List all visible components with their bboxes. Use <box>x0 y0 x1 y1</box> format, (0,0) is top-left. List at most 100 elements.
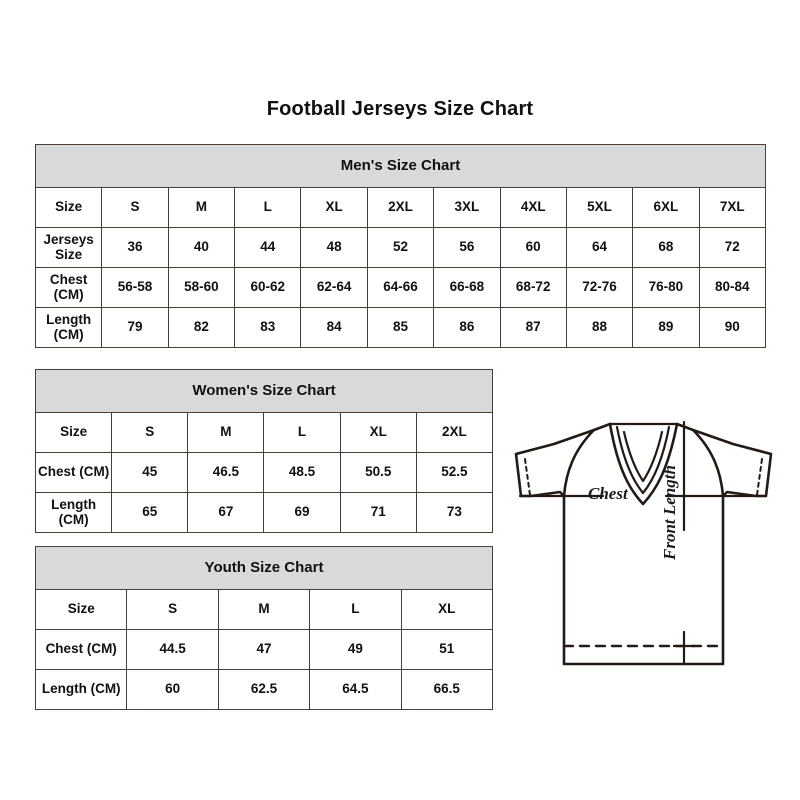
table-cell: 48.5 <box>263 452 341 493</box>
table-cell: 69 <box>263 492 341 533</box>
front-length-measurement-label: Front Length <box>660 465 679 560</box>
row-label: Chest (CM) <box>34 629 128 670</box>
table-cell: 6XL <box>632 187 700 228</box>
table-cell: 3XL <box>433 187 501 228</box>
table-row: Size S M L XL 2XL 3XL 4XL 5XL 6XL 7XL <box>34 187 767 228</box>
table-cell: 72-76 <box>565 267 634 308</box>
table-cell: 90 <box>698 307 767 348</box>
table-cell: 44 <box>234 227 302 268</box>
row-label: Jerseys Size <box>34 227 103 268</box>
table-cell: L <box>309 589 402 630</box>
table-cell: 7XL <box>698 187 767 228</box>
table-cell: 65 <box>111 492 189 533</box>
table-cell: 67 <box>187 492 265 533</box>
tshirt-vneck-icon <box>498 392 788 692</box>
table-row: Length (CM) 60 62.5 64.5 66.5 <box>34 669 494 710</box>
table-cell: 60-62 <box>234 267 302 308</box>
table-cell: S <box>101 187 169 228</box>
table-cell: 80-84 <box>698 267 767 308</box>
table-cell: 86 <box>433 307 501 348</box>
table-cell: XL <box>400 589 494 630</box>
table-cell: 84 <box>300 307 368 348</box>
row-label: Chest (CM) <box>34 267 103 308</box>
row-label: Chest (CM) <box>34 452 113 493</box>
table-cell: 71 <box>339 492 417 533</box>
table-cell: 56-58 <box>101 267 169 308</box>
womens-size-chart-table: Women's Size Chart Size S M L XL 2XL Che… <box>34 369 494 533</box>
table-cell: 45 <box>111 452 189 493</box>
table-caption-row: Women's Size Chart <box>35 369 493 413</box>
table-cell: L <box>263 412 341 453</box>
youth-size-chart-table: Youth Size Chart Size S M L XL Chest (CM… <box>34 546 494 710</box>
table-cell: 73 <box>415 492 494 533</box>
table-cell: 88 <box>565 307 634 348</box>
table-cell: 62.5 <box>217 669 311 710</box>
table-row: Size S M L XL <box>34 589 494 630</box>
table-row: Length (CM) 65 67 69 71 73 <box>34 492 494 533</box>
table-cell: 76-80 <box>632 267 700 308</box>
table-cell: 64.5 <box>309 669 402 710</box>
mens-size-chart-table: Men's Size Chart Size S M L XL 2XL 3XL 4… <box>34 144 767 348</box>
table-cell: 50.5 <box>339 452 417 493</box>
table-cell: 64-66 <box>366 267 435 308</box>
table-cell: 79 <box>101 307 169 348</box>
table-cell: XL <box>339 412 417 453</box>
table-cell: 85 <box>366 307 435 348</box>
table-cell: 60 <box>126 669 219 710</box>
table-cell: S <box>111 412 189 453</box>
table-cell: 2XL <box>415 412 494 453</box>
row-label: Length (CM) <box>34 307 103 348</box>
table-cell: L <box>234 187 302 228</box>
row-label: Size <box>34 412 113 453</box>
table-row: Size S M L XL 2XL <box>34 412 494 453</box>
table-row: Length (CM) 79 82 83 84 85 86 87 88 89 9… <box>34 307 767 348</box>
table-cell: 72 <box>698 227 767 268</box>
table-cell: 66-68 <box>433 267 501 308</box>
page-title: Football Jerseys Size Chart <box>266 98 534 120</box>
table-cell: 52.5 <box>415 452 494 493</box>
row-label: Size <box>34 187 103 228</box>
table-cell: 68-72 <box>499 267 567 308</box>
table-row: Chest (CM) 56-58 58-60 60-62 62-64 64-66… <box>34 267 767 308</box>
table-cell: 2XL <box>366 187 435 228</box>
table-cell: 46.5 <box>187 452 265 493</box>
table-cell: 66.5 <box>400 669 494 710</box>
table-cell: 83 <box>234 307 302 348</box>
table-caption-row: Men's Size Chart <box>35 144 766 188</box>
table-cell: 68 <box>632 227 700 268</box>
table-cell: 48 <box>300 227 368 268</box>
row-label: Length (CM) <box>34 492 113 533</box>
table-cell: 36 <box>101 227 169 268</box>
table-cell: 64 <box>565 227 634 268</box>
table-cell: M <box>187 412 265 453</box>
table-row: Chest (CM) 44.5 47 49 51 <box>34 629 494 670</box>
table-cell: 60 <box>499 227 567 268</box>
chest-measurement-label: Chest <box>588 484 628 503</box>
table-cell: 62-64 <box>300 267 368 308</box>
youth-table-caption: Youth Size Chart <box>35 546 493 590</box>
table-cell: 82 <box>167 307 236 348</box>
table-cell: 56 <box>433 227 501 268</box>
table-cell: 4XL <box>499 187 567 228</box>
table-cell: 87 <box>499 307 567 348</box>
table-cell: S <box>126 589 219 630</box>
table-cell: XL <box>300 187 368 228</box>
table-cell: 47 <box>217 629 311 670</box>
table-cell: M <box>217 589 311 630</box>
table-cell: 51 <box>400 629 494 670</box>
womens-table-caption: Women's Size Chart <box>35 369 493 413</box>
table-cell: 5XL <box>565 187 634 228</box>
table-cell: 49 <box>309 629 402 670</box>
table-cell: 89 <box>632 307 700 348</box>
table-cell: 52 <box>366 227 435 268</box>
table-row: Jerseys Size 36 40 44 48 52 56 60 64 68 … <box>34 227 767 268</box>
table-cell: 40 <box>167 227 236 268</box>
row-label: Length (CM) <box>34 669 128 710</box>
table-cell: 58-60 <box>167 267 236 308</box>
mens-table-caption: Men's Size Chart <box>35 144 766 188</box>
row-label: Size <box>34 589 128 630</box>
table-cell: M <box>167 187 236 228</box>
table-caption-row: Youth Size Chart <box>35 546 493 590</box>
table-cell: 44.5 <box>126 629 219 670</box>
table-row: Chest (CM) 45 46.5 48.5 50.5 52.5 <box>34 452 494 493</box>
